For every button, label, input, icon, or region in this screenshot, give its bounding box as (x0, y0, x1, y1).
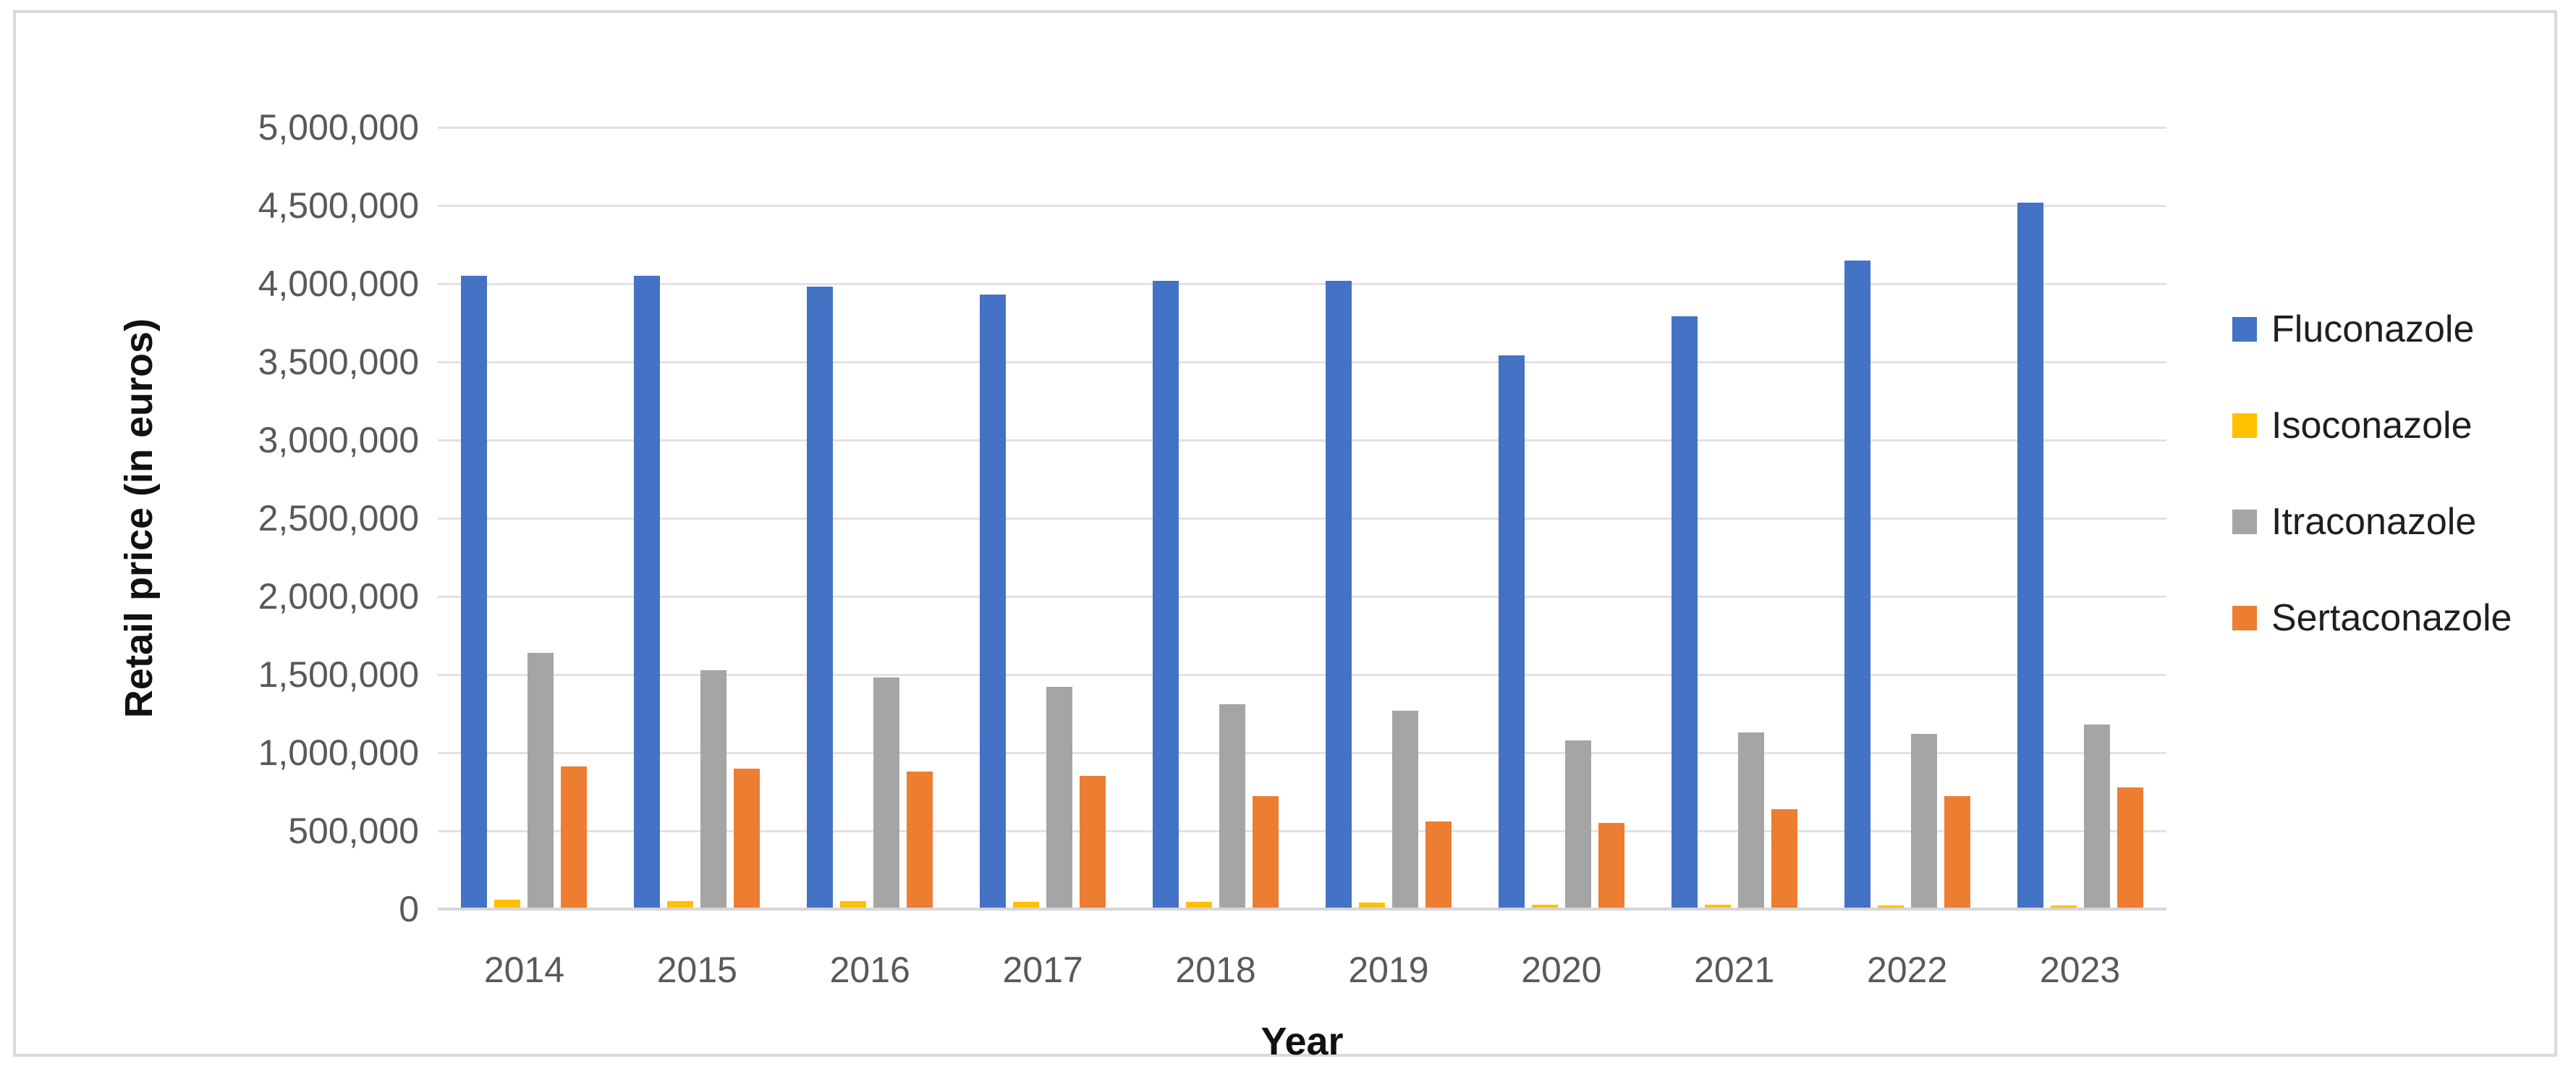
gridline-5000000 (438, 127, 2166, 129)
x-axis-line (438, 908, 2166, 911)
gridline-1000000 (438, 752, 2166, 754)
y-tick-label-500000: 500,000 (288, 811, 419, 851)
bar-fluconazole-2021 (1671, 316, 1698, 909)
legend-swatch-sertaconazole (2232, 606, 2257, 630)
y-tick-label-1500000: 1,500,000 (258, 654, 419, 695)
bar-isoconazole-2019 (1358, 903, 1385, 909)
x-tick-label-2020: 2020 (1521, 950, 1602, 990)
chart-legend: Fluconazole Isoconazole Itraconazole Sertac… (2232, 308, 2512, 702)
x-tick-label-2022: 2022 (1867, 950, 1948, 990)
bar-isoconazole-2017 (1013, 902, 1040, 909)
chart-frame: Retail price (in euros) 0 500,000 1,000,00… (13, 10, 2557, 1063)
legend-item-sertaconazole: Sertaconazole (2232, 597, 2512, 639)
gridline-1500000 (438, 674, 2166, 676)
bar-group-2021 (1648, 127, 1821, 909)
bar-itraconazole-2019 (1391, 711, 1418, 909)
bar-isoconazole-2014 (494, 900, 521, 909)
y-tick-label-3500000: 3,500,000 (258, 342, 419, 382)
bar-isoconazole-2023 (2050, 905, 2077, 909)
bar-sertaconazole-2016 (907, 772, 933, 909)
gridline-4000000 (438, 283, 2166, 285)
bar-isoconazole-2021 (1704, 905, 1731, 909)
bar-group-2017 (957, 127, 1130, 909)
y-tick-label-4000000: 4,000,000 (258, 263, 419, 304)
legend-swatch-fluconazole (2232, 317, 2257, 342)
legend-label-itraconazole: Itraconazole (2271, 501, 2477, 543)
bar-isoconazole-2015 (667, 901, 694, 909)
gridline-2500000 (438, 517, 2166, 520)
bar-group-2015 (611, 127, 784, 909)
x-tick-label-2021: 2021 (1694, 950, 1775, 990)
bar-sertaconazole-2022 (1944, 796, 1970, 909)
legend-label-fluconazole: Fluconazole (2271, 308, 2475, 350)
gridline-3000000 (438, 439, 2166, 442)
y-tick-label-0: 0 (399, 889, 419, 929)
gridline-3500000 (438, 361, 2166, 363)
bar-fluconazole-2017 (980, 295, 1007, 909)
x-tick-label-2023: 2023 (2039, 950, 2121, 990)
bar-sertaconazole-2018 (1253, 796, 1279, 909)
bar-isoconazole-2020 (1531, 905, 1558, 909)
bar-sertaconazole-2019 (1425, 821, 1452, 909)
gridline-2000000 (438, 596, 2166, 598)
y-tick-label-3000000: 3,000,000 (258, 420, 419, 460)
bar-fluconazole-2020 (1498, 355, 1525, 909)
bar-fluconazole-2014 (461, 276, 488, 909)
bar-group-2023 (1994, 127, 2166, 909)
plot-area (438, 127, 2166, 911)
legend-label-sertaconazole: Sertaconazole (2271, 597, 2512, 639)
bar-group-2019 (1302, 127, 1475, 909)
x-axis-title: Year (1261, 1020, 1344, 1063)
legend-item-fluconazole: Fluconazole (2232, 308, 2512, 350)
legend-item-itraconazole: Itraconazole (2232, 501, 2512, 543)
bar-fluconazole-2019 (1325, 281, 1352, 909)
bar-sertaconazole-2020 (1598, 823, 1624, 909)
x-tick-label-2017: 2017 (1002, 950, 1083, 990)
bar-itraconazole-2023 (2083, 724, 2110, 909)
x-tick-label-2018: 2018 (1175, 950, 1256, 990)
legend-label-isoconazole: Isoconazole (2271, 405, 2473, 447)
bar-isoconazole-2022 (1877, 905, 1904, 909)
bar-sertaconazole-2017 (1080, 776, 1106, 909)
bar-group-2016 (784, 127, 957, 909)
bar-group-2022 (1821, 127, 1994, 909)
y-tick-label-4500000: 4,500,000 (258, 185, 419, 226)
bar-fluconazole-2018 (1153, 281, 1179, 909)
bar-fluconazole-2016 (807, 287, 834, 909)
y-tick-label-2500000: 2,500,000 (258, 498, 419, 538)
bar-isoconazole-2016 (840, 901, 867, 909)
bar-itraconazole-2022 (1910, 734, 1937, 909)
gridline-4500000 (438, 205, 2166, 207)
x-tick-label-2014: 2014 (483, 950, 565, 990)
bar-group-2020 (1475, 127, 1648, 909)
legend-item-isoconazole: Isoconazole (2232, 405, 2512, 447)
bar-fluconazole-2023 (2017, 203, 2043, 909)
y-tick-label-5000000: 5,000,000 (258, 107, 419, 148)
gridline-500000 (438, 830, 2166, 832)
x-tick-label-2016: 2016 (829, 950, 910, 990)
bar-sertaconazole-2023 (2117, 787, 2143, 909)
x-tick-label-2019: 2019 (1348, 950, 1429, 990)
y-tick-label-1000000: 1,000,000 (258, 732, 419, 773)
legend-swatch-isoconazole (2232, 413, 2257, 438)
bar-itraconazole-2018 (1219, 704, 1246, 909)
bar-itraconazole-2016 (873, 677, 900, 909)
bar-fluconazole-2015 (634, 276, 661, 909)
legend-swatch-itraconazole (2232, 510, 2257, 534)
x-tick-label-2015: 2015 (656, 950, 737, 990)
bar-itraconazole-2021 (1737, 732, 1764, 909)
y-tick-label-2000000: 2,000,000 (258, 576, 419, 617)
bar-itraconazole-2015 (700, 670, 727, 909)
bar-itraconazole-2017 (1046, 687, 1073, 909)
bar-itraconazole-2020 (1564, 740, 1591, 909)
bar-itraconazole-2014 (528, 653, 554, 909)
bar-sertaconazole-2021 (1771, 809, 1797, 909)
bar-group-2014 (438, 127, 611, 909)
bar-sertaconazole-2014 (561, 766, 588, 909)
bar-sertaconazole-2015 (734, 769, 760, 909)
bar-fluconazole-2022 (1844, 261, 1870, 909)
bar-isoconazole-2018 (1186, 902, 1213, 909)
bar-group-2018 (1130, 127, 1302, 909)
